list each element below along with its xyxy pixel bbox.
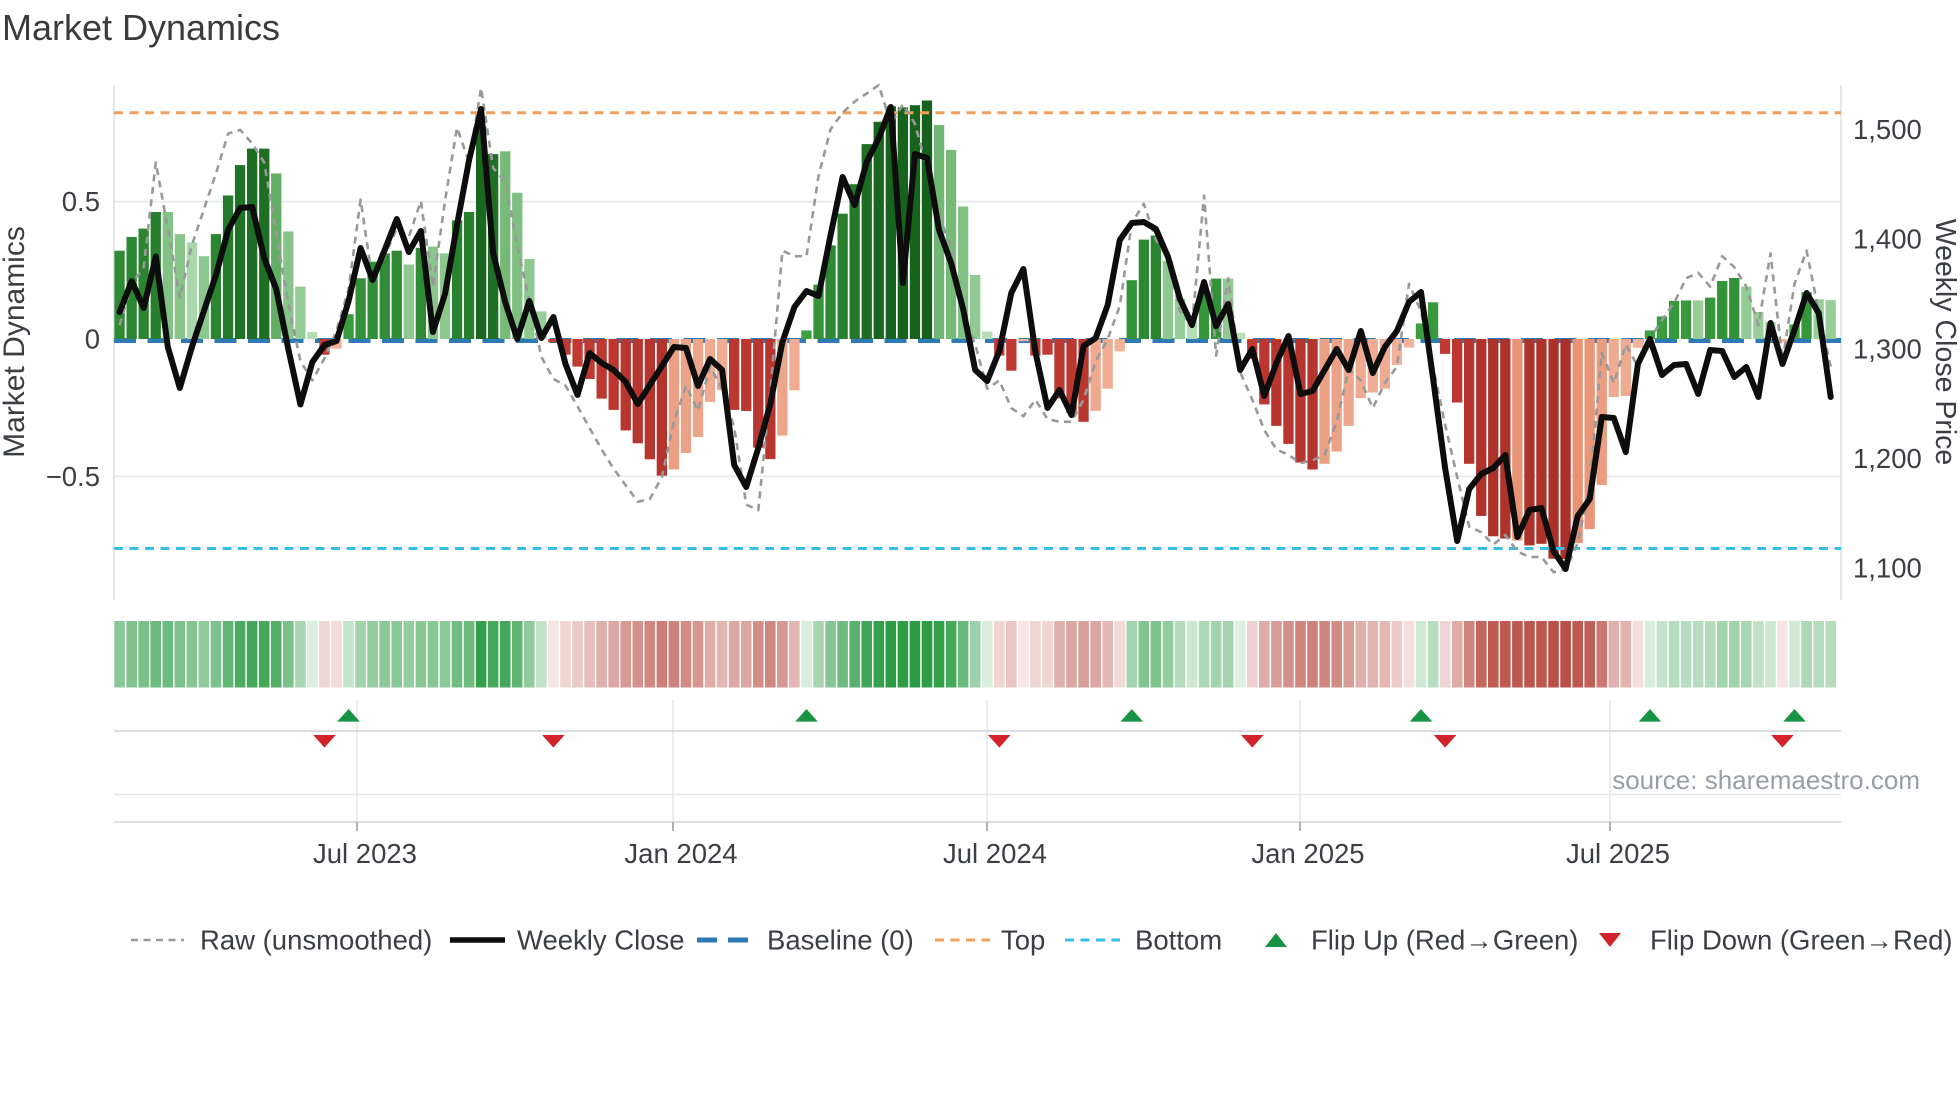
svg-text:Weekly Close: Weekly Close <box>517 925 685 956</box>
svg-text:Flip Down (Green→Red): Flip Down (Green→Red) <box>1650 925 1953 956</box>
svg-text:−0.5: −0.5 <box>46 461 100 492</box>
svg-text:1,300: 1,300 <box>1853 334 1922 365</box>
svg-text:Flip Up (Red→Green): Flip Up (Red→Green) <box>1311 925 1578 956</box>
svg-text:1,200: 1,200 <box>1853 443 1922 474</box>
svg-text:source: sharemaestro.com: source: sharemaestro.com <box>1612 765 1920 795</box>
svg-text:Bottom: Bottom <box>1135 925 1222 956</box>
svg-text:Market Dynamics: Market Dynamics <box>0 226 31 458</box>
svg-text:0: 0 <box>85 324 100 355</box>
svg-text:Jan 2024: Jan 2024 <box>624 838 737 869</box>
svg-text:Top: Top <box>1001 925 1045 956</box>
svg-text:1,400: 1,400 <box>1853 224 1922 255</box>
svg-text:Market Dynamics: Market Dynamics <box>2 7 280 48</box>
svg-text:Jul 2025: Jul 2025 <box>1566 838 1670 869</box>
svg-text:Weekly Close Price: Weekly Close Price <box>1929 219 1960 466</box>
svg-text:0.5: 0.5 <box>62 186 100 217</box>
svg-text:1,500: 1,500 <box>1853 114 1922 145</box>
svg-text:Jul 2023: Jul 2023 <box>313 838 417 869</box>
svg-text:Raw (unsmoothed): Raw (unsmoothed) <box>200 925 432 956</box>
svg-text:Jul 2024: Jul 2024 <box>943 838 1047 869</box>
svg-text:1,100: 1,100 <box>1853 553 1922 584</box>
svg-text:Baseline (0): Baseline (0) <box>767 925 914 956</box>
svg-text:Jan 2025: Jan 2025 <box>1251 838 1364 869</box>
